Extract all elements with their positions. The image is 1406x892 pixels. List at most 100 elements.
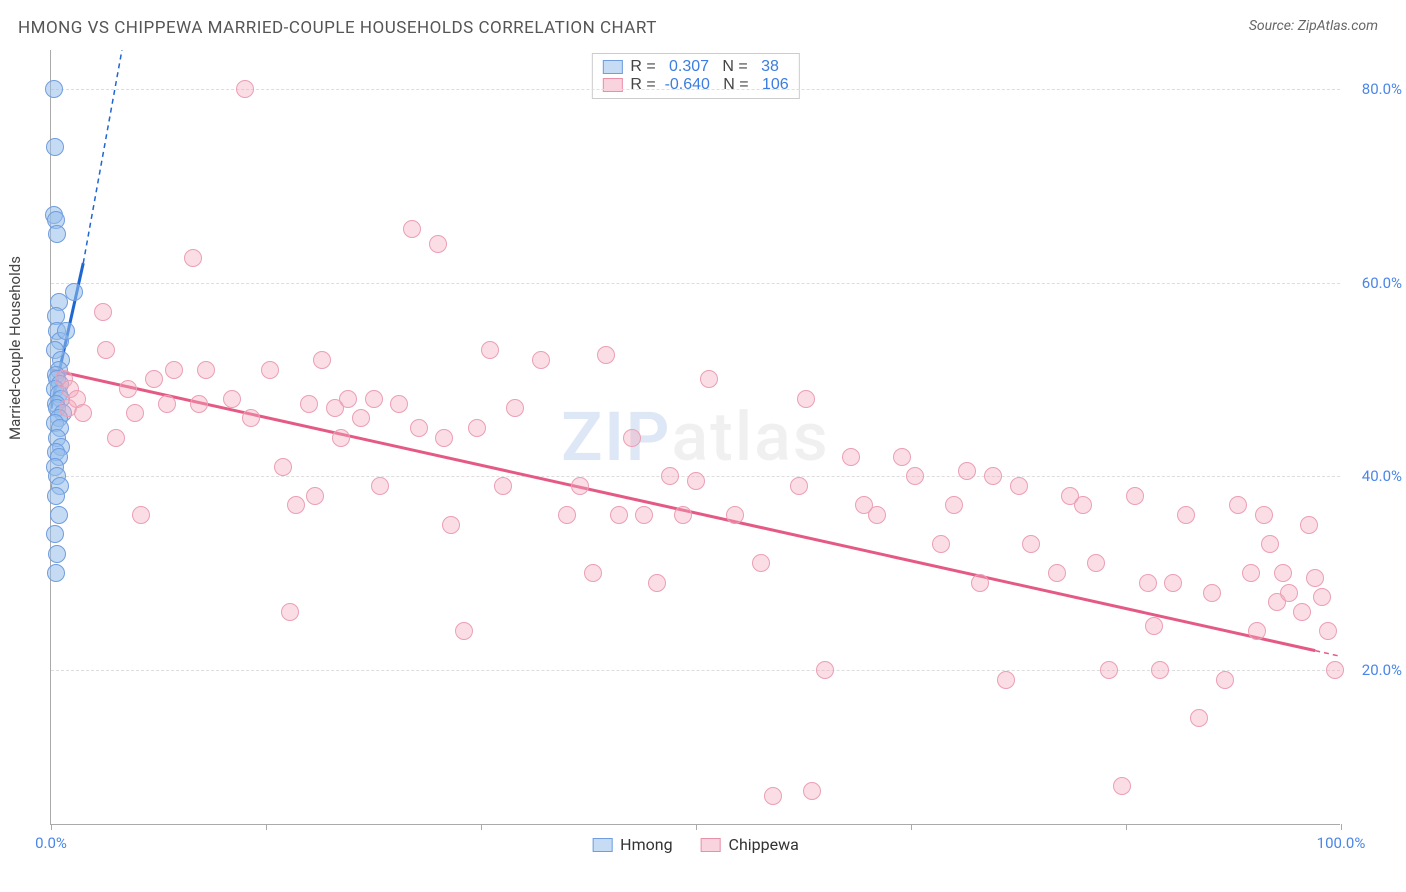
watermark-zip: ZIP (561, 397, 671, 477)
data-point (132, 506, 150, 524)
data-point (158, 395, 176, 413)
data-point (281, 603, 299, 621)
legend-series-label: Hmong (620, 835, 672, 854)
data-point (1048, 564, 1066, 582)
data-point (1248, 622, 1266, 640)
data-point (481, 341, 499, 359)
data-point (410, 419, 428, 437)
legend-stat-row: R = -0.640 N = 106 (602, 76, 788, 94)
data-point (597, 346, 615, 364)
data-point (764, 787, 782, 805)
data-point (1229, 496, 1247, 514)
data-point (1261, 535, 1279, 553)
data-point (1113, 777, 1131, 795)
data-point (797, 390, 815, 408)
x-tick-label: 100.0% (1317, 834, 1366, 852)
data-point (1010, 477, 1028, 495)
data-point (932, 535, 950, 553)
data-point (816, 661, 834, 679)
data-point (46, 138, 64, 156)
data-point (46, 525, 64, 543)
data-point (119, 380, 137, 398)
data-point (1177, 506, 1195, 524)
grid-line (51, 670, 1340, 671)
data-point (223, 390, 241, 408)
data-point (506, 399, 524, 417)
data-point (610, 506, 628, 524)
grid-line (51, 283, 1340, 284)
legend-stat-row: R = 0.307 N = 38 (602, 58, 788, 76)
data-point (1306, 569, 1324, 587)
data-point (165, 361, 183, 379)
data-point (1190, 709, 1208, 727)
legend-swatch (602, 78, 622, 92)
data-point (661, 467, 679, 485)
data-point (1203, 584, 1221, 602)
data-point (47, 564, 65, 582)
data-point (145, 370, 163, 388)
data-point (339, 390, 357, 408)
legend-series-label: Chippewa (729, 835, 799, 854)
data-point (1293, 603, 1311, 621)
data-point (1164, 574, 1182, 592)
data-point (306, 487, 324, 505)
data-point (571, 477, 589, 495)
data-point (1087, 554, 1105, 572)
watermark: ZIPatlas (561, 397, 830, 477)
data-point (687, 472, 705, 490)
x-tick (1341, 824, 1342, 830)
data-point (1280, 584, 1298, 602)
x-tick (51, 824, 52, 830)
data-point (1074, 496, 1092, 514)
data-point (442, 516, 460, 534)
data-point (1126, 487, 1144, 505)
y-tick-label: 80.0% (1362, 80, 1402, 98)
data-point (1255, 506, 1273, 524)
data-point (190, 395, 208, 413)
data-point (558, 506, 576, 524)
data-point (1300, 516, 1318, 534)
data-point (752, 554, 770, 572)
data-point (352, 409, 370, 427)
data-point (313, 351, 331, 369)
data-point (945, 496, 963, 514)
data-point (242, 409, 260, 427)
data-point (1274, 564, 1292, 582)
data-point (893, 448, 911, 466)
x-tick (1126, 824, 1127, 830)
data-point (97, 341, 115, 359)
data-point (365, 390, 383, 408)
x-tick-label: 0.0% (35, 834, 67, 852)
trend-line-extension (83, 50, 122, 263)
legend-stat-text: R = 0.307 N = 38 (630, 58, 779, 76)
data-point (584, 564, 602, 582)
source-value: ZipAtlas.com (1298, 18, 1378, 34)
data-point (1319, 622, 1337, 640)
data-point (1022, 535, 1040, 553)
legend-swatch (602, 60, 622, 74)
data-point (236, 80, 254, 98)
legend-swatch (592, 838, 612, 852)
data-point (1100, 661, 1118, 679)
data-point (390, 395, 408, 413)
data-point (1145, 617, 1163, 635)
data-point (403, 220, 421, 238)
data-point (126, 404, 144, 422)
data-point (274, 458, 292, 476)
data-point (958, 462, 976, 480)
data-point (623, 429, 641, 447)
source-label: Source: (1249, 18, 1298, 34)
legend-stat-text: R = -0.640 N = 106 (630, 76, 788, 94)
x-tick (481, 824, 482, 830)
legend-swatch (701, 838, 721, 852)
data-point (300, 395, 318, 413)
y-tick-label: 60.0% (1362, 274, 1402, 292)
data-point (700, 370, 718, 388)
data-point (429, 235, 447, 253)
y-tick-label: 40.0% (1362, 467, 1402, 485)
y-axis-label: Married-couple Households (6, 256, 24, 440)
data-point (984, 467, 1002, 485)
trend-lines-layer (51, 50, 1341, 825)
chart-title: HMONG VS CHIPPEWA MARRIED-COUPLE HOUSEHO… (18, 18, 657, 38)
data-point (1326, 661, 1344, 679)
